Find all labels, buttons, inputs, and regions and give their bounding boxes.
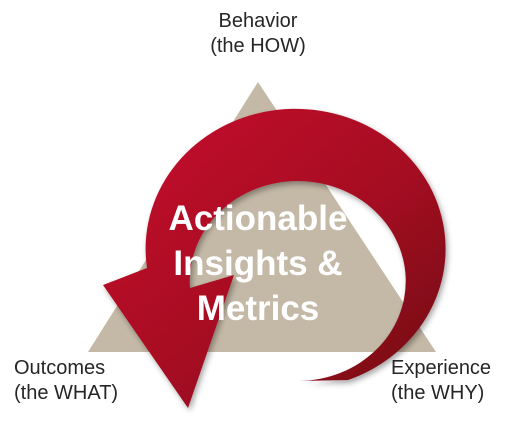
cycle-arrow	[103, 108, 446, 409]
behavior-label: Behavior (the HOW)	[210, 9, 306, 59]
behavior-subtitle: (the HOW)	[210, 35, 306, 57]
behavior-title: Behavior	[218, 10, 298, 32]
outcomes-title: Outcomes	[14, 357, 106, 379]
center-title: Actionable Insights & Metrics	[169, 196, 348, 331]
experience-label: Experience (the WHY)	[391, 356, 491, 406]
experience-subtitle: (the WHY)	[391, 382, 485, 404]
center-line-1: Actionable	[168, 199, 348, 238]
center-line-2: Insights &	[173, 244, 343, 283]
experience-title: Experience	[391, 357, 492, 379]
outcomes-subtitle: (the WHAT)	[14, 382, 119, 404]
center-line-3: Metrics	[196, 289, 320, 328]
outcomes-label: Outcomes (the WHAT)	[14, 356, 118, 406]
